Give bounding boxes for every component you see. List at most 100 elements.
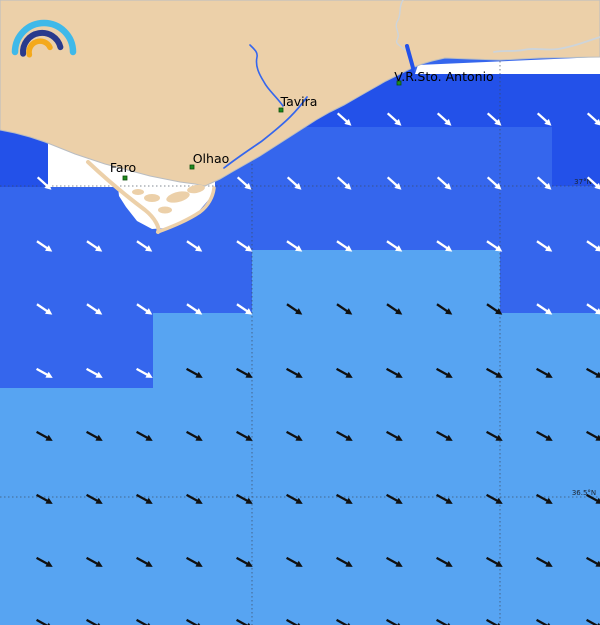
- wind-arrow: [486, 430, 503, 441]
- wind-arrow: [486, 367, 503, 378]
- wind-arrow: [586, 618, 600, 625]
- wind-arrow: [386, 493, 403, 504]
- wind-arrow: [236, 240, 253, 252]
- wind-arrow: [486, 112, 502, 126]
- land: [0, 0, 600, 187]
- wind-arrow: [236, 303, 253, 315]
- wind-arrow: [386, 367, 403, 378]
- wind-arrow: [86, 240, 103, 252]
- wind-arrow: [536, 556, 553, 567]
- wind-arrow: [86, 303, 103, 315]
- wind-arrow: [86, 367, 103, 378]
- wind-arrow: [136, 430, 153, 441]
- wind-arrow: [436, 240, 453, 252]
- wind-arrow: [36, 240, 53, 252]
- city-label: V.R.Sto. Antonio: [394, 69, 493, 84]
- lagoon-channel: [223, 96, 308, 169]
- ipma-logo: [11, 19, 77, 58]
- wind-arrow: [386, 176, 402, 190]
- guadiana-estuary: [405, 44, 415, 70]
- latitude-label: 37°N: [574, 178, 592, 186]
- wind-arrow: [486, 493, 503, 504]
- wind-arrow: [486, 618, 503, 625]
- wind-arrow: [186, 367, 203, 378]
- wind-arrow: [36, 176, 52, 190]
- logo-arc-middle: [20, 29, 64, 57]
- wind-arrow: [286, 556, 303, 567]
- guadiana-river: [395, 0, 406, 51]
- wind-arrow: [86, 556, 103, 567]
- wind-arrow: [536, 430, 553, 441]
- wind-arrow: [186, 430, 203, 441]
- wind-arrow: [336, 176, 352, 190]
- spanish-river: [493, 36, 600, 53]
- wind-arrow: [286, 303, 303, 315]
- wind-arrow: [186, 493, 203, 504]
- wind-arrow: [286, 176, 302, 190]
- wind-arrow: [536, 112, 552, 126]
- wind-arrow: [536, 367, 553, 378]
- wind-arrow: [136, 367, 153, 378]
- wind-arrow: [336, 112, 352, 126]
- wind-arrow: [186, 556, 203, 567]
- wind-arrow: [286, 367, 303, 378]
- wind-arrow: [386, 240, 403, 252]
- wind-arrow: [586, 430, 600, 441]
- wind-arrow: [336, 430, 353, 441]
- wind-arrow: [86, 430, 103, 441]
- wind-arrow: [536, 618, 553, 625]
- wind-arrow: [236, 493, 253, 504]
- latitude-label: 36.5°N: [572, 489, 596, 497]
- wind-arrow: [536, 240, 553, 252]
- wind-arrow: [436, 176, 452, 190]
- ocean-dark-left-zone: [0, 128, 48, 187]
- wind-arrow: [36, 493, 53, 504]
- nodata-zone-east: [415, 57, 600, 74]
- wind-arrow: [486, 240, 503, 252]
- wind-arrow: [586, 493, 600, 504]
- wind-arrow: [486, 303, 503, 315]
- wind-arrow: [436, 112, 452, 126]
- ocean-dark-offshore-zone: [552, 127, 600, 186]
- wind-arrow: [536, 176, 552, 190]
- wind-arrow: [286, 430, 303, 441]
- wind-arrow: [286, 618, 303, 625]
- wind-arrow: [186, 618, 203, 625]
- wind-arrow: [336, 303, 353, 315]
- wind-arrow: [386, 112, 402, 126]
- wind-arrow: [136, 303, 153, 315]
- wind-arrow: [36, 556, 53, 567]
- wind-arrow: [586, 303, 600, 315]
- wind-arrow: [336, 618, 353, 625]
- wind-arrow: [486, 556, 503, 567]
- wind-arrow: [136, 618, 153, 625]
- city-marker: [278, 107, 284, 113]
- tavira-river: [249, 44, 284, 107]
- wind-arrow: [336, 240, 353, 252]
- wind-arrow: [136, 493, 153, 504]
- wind-arrow: [586, 556, 600, 567]
- wind-arrow: [186, 303, 203, 315]
- wind-arrow: [386, 303, 403, 315]
- city-label: Tavira: [280, 94, 318, 109]
- wind-arrow: [236, 556, 253, 567]
- wind-arrow: [386, 618, 403, 625]
- wind-arrow: [486, 176, 502, 190]
- wind-arrow: [436, 493, 453, 504]
- city-label: Olhao: [193, 151, 230, 166]
- wind-arrow: [436, 430, 453, 441]
- wind-arrow: [186, 240, 203, 252]
- barrier-spit: [86, 160, 216, 234]
- city-label: Faro: [110, 160, 136, 175]
- cities: Faro Olhao Tavira V.R.Sto. Antonio: [110, 69, 494, 181]
- wind-arrow: [136, 240, 153, 252]
- wind-arrow: [536, 303, 553, 315]
- wind-arrow: [86, 618, 103, 625]
- wind-arrow: [286, 240, 303, 252]
- wind-arrow: [586, 367, 600, 378]
- wind-arrows: [36, 112, 600, 625]
- wind-arrow: [36, 303, 53, 315]
- wind-arrow: [236, 430, 253, 441]
